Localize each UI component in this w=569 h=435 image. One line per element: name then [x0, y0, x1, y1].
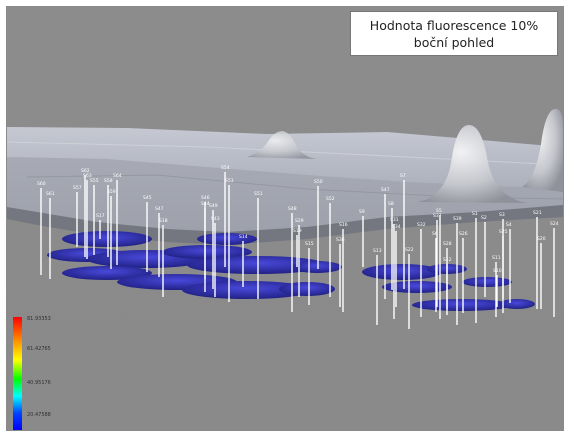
viewport-frame: S60 S61 S62 S63 S64 S55 S57 S58 S59 S17 S45 S47 S46 S… — [6, 6, 564, 431]
well-label: S54 — [221, 165, 230, 171]
well-label: S64 — [113, 173, 122, 179]
well-label: S36 — [336, 237, 345, 243]
well-label: S39 — [453, 216, 462, 222]
well-label: S44 — [201, 201, 210, 207]
well-label: S53 — [225, 178, 234, 184]
well-label: S60 — [37, 181, 46, 187]
legend-label-min: 20.47588 — [27, 412, 51, 418]
color-legend: 81.93353 61.42765 40.95176 20.47588 — [13, 316, 51, 430]
well-label: S51 — [254, 191, 263, 197]
title-box: Hodnota fluorescence 10% boční pohled — [350, 11, 558, 56]
well-label: S34 — [392, 224, 401, 230]
well-label: S1 — [472, 211, 478, 217]
well-label: S7 — [400, 173, 406, 179]
well-label: S28 — [443, 241, 452, 247]
well-label: S63 — [83, 173, 92, 179]
well-label: S13 — [373, 248, 382, 254]
well-label: S62 — [81, 168, 90, 174]
well-label: S48 — [288, 206, 297, 212]
well-label: S5 — [436, 208, 442, 214]
well-label: S26 — [459, 231, 468, 237]
well-label: S37 — [433, 213, 442, 219]
legend-color-bar — [13, 317, 22, 430]
well-label: S22 — [405, 247, 414, 253]
well-label: S50 — [314, 179, 323, 185]
well-label: S20 — [537, 236, 546, 242]
well-label: S19 — [293, 228, 302, 234]
well-label: S6 — [432, 231, 438, 237]
well-label: S55 — [90, 178, 99, 184]
well-label: S25 — [499, 229, 508, 235]
legend-label-2: 61.42765 — [27, 346, 51, 352]
terrain-peaks — [247, 108, 563, 203]
well-label: S12 — [443, 257, 452, 263]
well-label: S31 — [390, 217, 399, 223]
well-label: S15 — [305, 241, 314, 247]
well-label: S18 — [159, 218, 168, 224]
title-text: Hodnota fluorescence 10% boční pohled — [369, 17, 539, 50]
well-label: S32 — [417, 222, 426, 228]
well-label: S43 — [211, 216, 220, 222]
well-label: S16 — [339, 222, 348, 228]
well-label: S58 — [104, 178, 113, 184]
well-label: S52 — [326, 196, 335, 202]
well-label: S45 — [143, 195, 152, 201]
well-label: S21 — [533, 210, 542, 216]
well-label: S17 — [96, 213, 105, 219]
legend-label-3: 40.95176 — [27, 380, 51, 386]
well-label: S24 — [550, 221, 559, 227]
well-label: S29 — [295, 218, 304, 224]
well-label: S47 — [155, 206, 164, 212]
well-label: S11 — [492, 255, 501, 261]
well-label: S46 — [201, 195, 210, 201]
well-label: S8 — [388, 201, 394, 207]
well-label: S2 — [481, 215, 487, 221]
well-label: S59 — [107, 189, 116, 195]
well-label: S10 — [493, 268, 502, 274]
well-label: S61 — [46, 191, 55, 197]
legend-label-max: 81.93353 — [27, 316, 51, 322]
well-label: S49 — [209, 203, 218, 209]
well-label: S9 — [359, 209, 365, 215]
well-label: S57 — [73, 185, 82, 191]
well-label: S47 — [381, 187, 390, 193]
well-label: S4 — [506, 222, 512, 228]
terrain-surface — [7, 127, 563, 245]
well-label: S14 — [239, 234, 248, 240]
well-label: S3 — [499, 212, 505, 218]
